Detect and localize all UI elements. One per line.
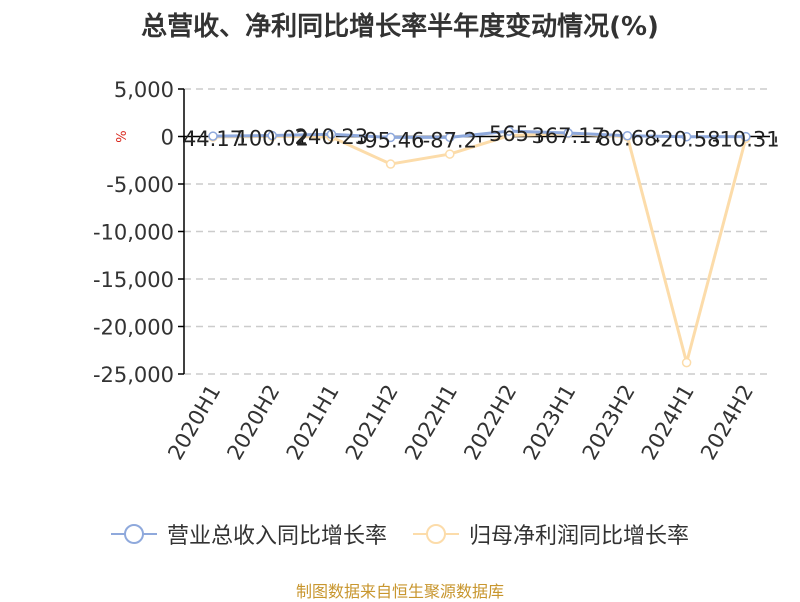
- data-label-revenue: 565: [489, 122, 529, 146]
- y-tick-label: -25,000: [93, 363, 174, 387]
- legend: 营业总收入同比增长率 归母净利润同比增长率: [0, 518, 800, 550]
- data-point-revenue: [445, 132, 455, 143]
- data-point-revenue: [681, 131, 692, 142]
- x-tick-label: 2023H2: [578, 381, 640, 465]
- data-point-revenue: [326, 129, 337, 139]
- x-tick-label: 2021H2: [341, 381, 403, 465]
- data-label-revenue: -20.58: [653, 128, 721, 152]
- data-label-revenue: -95.46: [357, 128, 425, 152]
- x-tick-label: 2020H2: [222, 381, 284, 465]
- data-point-net-profit: [385, 159, 396, 169]
- data-point-revenue: [622, 130, 633, 141]
- data-point-revenue: [385, 132, 396, 143]
- x-tick-label: 2020H1: [163, 381, 225, 465]
- data-point-revenue: [741, 131, 751, 142]
- y-tick-label: -15,000: [93, 268, 174, 292]
- data-point-revenue: [563, 128, 573, 138]
- x-tick-label: 2023H1: [518, 381, 580, 465]
- data-label-revenue: 44.17: [183, 127, 243, 151]
- data-label-revenue: 367.17: [531, 124, 604, 148]
- legend-dot-net-profit: [426, 524, 446, 544]
- y-tick-label: -5,000: [106, 173, 174, 197]
- data-label-revenue: 240.23: [295, 125, 368, 149]
- legend-dot-revenue: [123, 524, 144, 544]
- series-line-revenue: [212, 129, 746, 139]
- legend-label-net-profit: 归母净利润同比增长率: [469, 524, 690, 549]
- data-point-net-profit: [681, 357, 692, 368]
- x-tick-label: 2022H2: [459, 381, 521, 465]
- series-line-net-profit: [212, 132, 748, 365]
- y-tick-label: -10,000: [93, 221, 174, 245]
- data-label-revenue: 80.68: [597, 127, 657, 151]
- x-tick-label: 2024H2: [696, 381, 758, 465]
- data-point-net-profit: [445, 149, 455, 159]
- data-point-revenue: [208, 131, 218, 141]
- x-tick-label: 2024H1: [637, 381, 699, 465]
- legend-label-revenue: 营业总收入同比增长率: [166, 524, 387, 549]
- data-point-revenue: [267, 130, 277, 141]
- legend-item-revenue[interactable]: 营业总收入同比增长率: [110, 518, 387, 550]
- y-tick-label: -20,000: [93, 316, 174, 340]
- data-label-revenue: -10.31: [712, 128, 780, 152]
- data-point-revenue: [504, 126, 514, 136]
- data-label-revenue: 100.02: [235, 127, 308, 151]
- legend-item-net-profit[interactable]: 归母净利润同比增长率: [413, 518, 689, 550]
- legend-marker-revenue: [110, 522, 157, 546]
- chart-title: 总营收、净利同比增长率半年度变动情况(%): [141, 12, 659, 42]
- x-tick-label: 2021H1: [282, 381, 344, 465]
- y-tick-label: 0: [161, 126, 174, 150]
- x-tick-label: 2022H1: [400, 381, 462, 465]
- data-label-revenue: -87.2: [423, 128, 477, 152]
- unit-label: %: [115, 130, 130, 142]
- legend-marker-net-profit: [413, 522, 459, 546]
- source-note: 制图数据来自恒生聚源数据库: [295, 582, 504, 601]
- y-tick-label: 5,000: [114, 78, 174, 102]
